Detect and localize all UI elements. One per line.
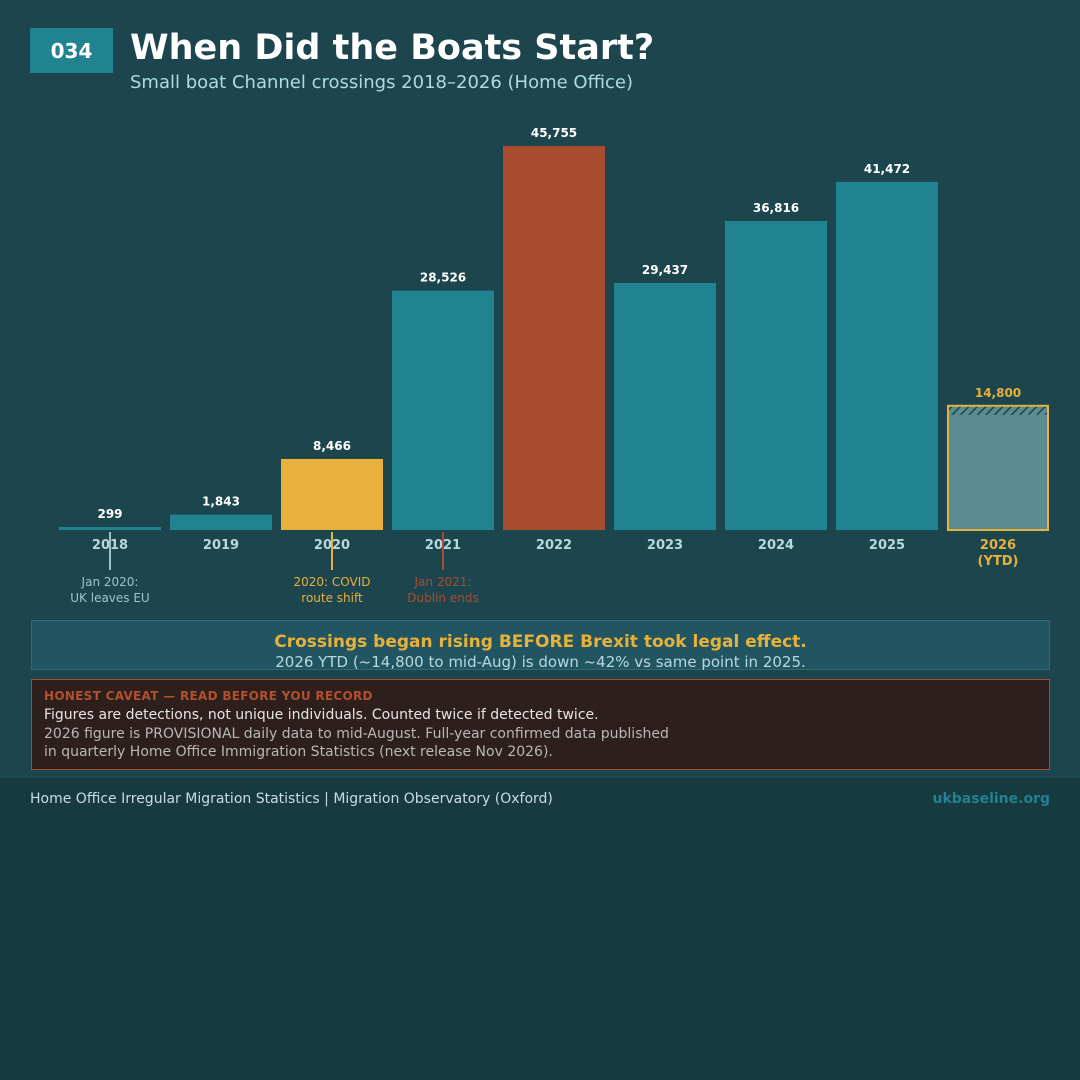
- value-label-8: 14,800: [975, 386, 1021, 400]
- key-finding-headline: Crossings began rising BEFORE Brexit too…: [274, 632, 807, 652]
- caveat-box: HONEST CAVEAT — READ BEFORE YOU RECORD F…: [31, 679, 1050, 770]
- value-label-5: 29,437: [642, 263, 688, 277]
- annotation-2-line-1: Dublin ends: [407, 591, 479, 605]
- footer-sources: Home Office Irregular Migration Statisti…: [30, 791, 553, 807]
- annotation-2: Jan 2021: Dublin ends: [363, 574, 523, 606]
- page-subtitle: Small boat Channel crossings 2018–2026 (…: [130, 72, 633, 93]
- page-title: When Did the Boats Start?: [130, 28, 655, 68]
- category-label-6: 2024: [758, 538, 794, 553]
- bar-2: [281, 458, 383, 530]
- bar-5: [614, 282, 716, 530]
- annotation-1-line-1: route shift: [301, 591, 363, 605]
- annotation-0-line-0: Jan 2020:: [81, 575, 139, 589]
- annotation-1-line-0: 2020: COVID: [293, 575, 371, 589]
- annotation-1: 2020: COVID route shift: [252, 574, 412, 606]
- footer: Home Office Irregular Migration Statisti…: [0, 778, 1080, 1080]
- category-label-8-0: 2026: [980, 538, 1016, 553]
- category-label-1: 2019: [203, 538, 239, 553]
- annotation-0: Jan 2020: UK leaves EU: [30, 574, 190, 606]
- footer-site-link[interactable]: ukbaseline.org: [932, 791, 1051, 807]
- bar-chart: 29920181,84320198,466202028,526202145,75…: [59, 126, 1049, 570]
- value-label-4: 45,755: [531, 126, 577, 140]
- category-label-4: 2022: [536, 538, 572, 553]
- value-label-2: 8,466: [313, 439, 351, 453]
- key-finding-detail: 2026 YTD (~14,800 to mid-Aug) is down ~4…: [275, 653, 806, 671]
- value-label-6: 36,816: [753, 201, 799, 215]
- value-label-1: 1,843: [202, 495, 240, 509]
- value-label-7: 41,472: [864, 162, 910, 176]
- bar-1: [170, 514, 272, 530]
- category-label-5: 2023: [647, 538, 683, 553]
- bar-7: [836, 181, 938, 530]
- chart-number-badge: 034: [30, 28, 113, 73]
- key-finding-box: Crossings began rising BEFORE Brexit too…: [31, 620, 1050, 671]
- category-label-8-1: (YTD): [978, 554, 1019, 569]
- bar-0: [59, 527, 161, 530]
- value-label-0: 299: [97, 507, 122, 521]
- annotation-2-line-0: Jan 2021:: [414, 575, 472, 589]
- annotation-0-line-1: UK leaves EU: [70, 591, 150, 605]
- caveat-heading: HONEST CAVEAT — READ BEFORE YOU RECORD: [44, 689, 373, 703]
- caveat-line-1: Figures are detections, not unique indiv…: [44, 707, 599, 723]
- bar-3: [392, 290, 494, 530]
- category-label-7: 2025: [869, 538, 905, 553]
- bar-4: [503, 146, 605, 530]
- bar-8: [947, 404, 1049, 531]
- bar-6: [725, 221, 827, 530]
- provisional-hatch: [949, 406, 1047, 415]
- value-label-3: 28,526: [420, 271, 466, 285]
- caveat-line-2: 2026 figure is PROVISIONAL daily data to…: [44, 726, 669, 760]
